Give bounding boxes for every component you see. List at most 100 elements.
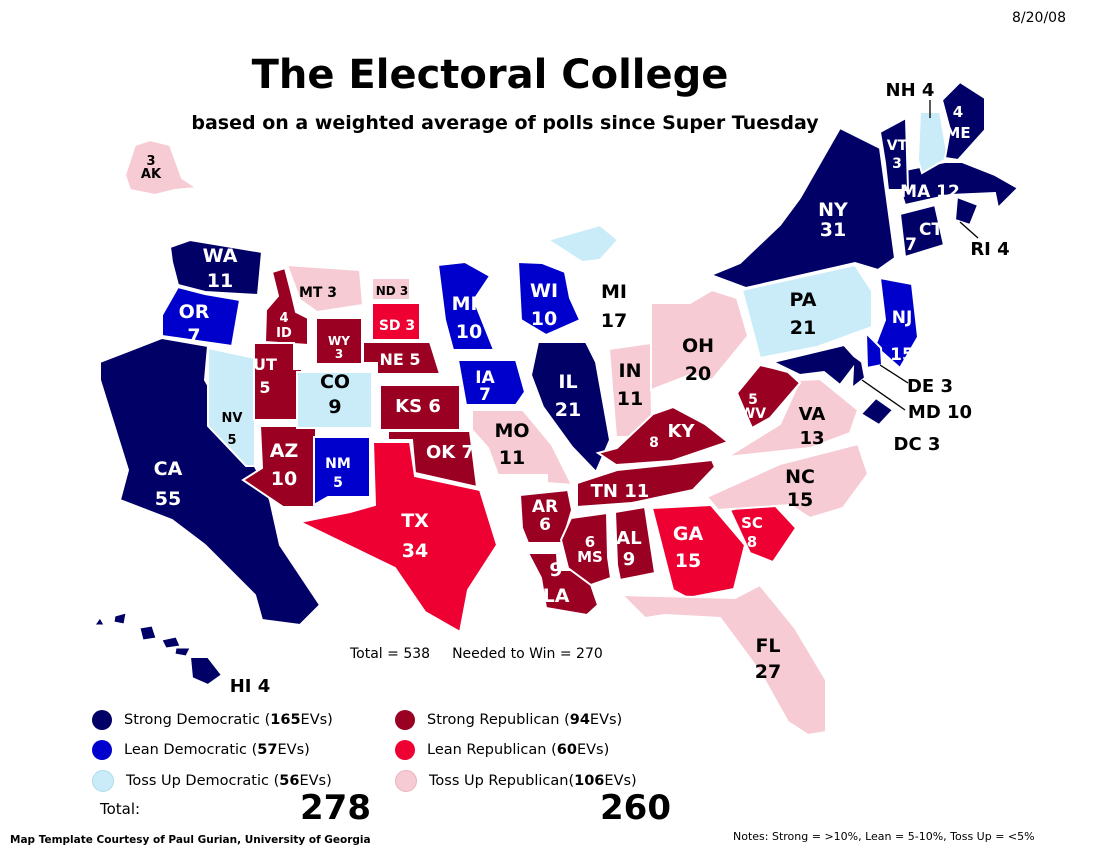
- state-shape-oh: [650, 288, 750, 392]
- state-shape-nv: [207, 346, 256, 467]
- legend-suffix: EVs): [589, 712, 623, 728]
- state-ev-ms: 6: [585, 533, 595, 551]
- state-label-oh: OH: [682, 335, 714, 357]
- state-label-az: AZ: [270, 440, 298, 462]
- state-id: [263, 266, 309, 347]
- state-pa: [740, 263, 873, 360]
- state-label-al: AL: [616, 528, 641, 549]
- state-label-id: ID: [276, 326, 292, 341]
- state-label-ny: NY: [818, 199, 848, 221]
- state-shape-mo: [471, 409, 574, 487]
- legend-swatch-icon: [92, 710, 112, 730]
- state-shape-nd: [371, 277, 411, 301]
- state-ev-wy: 3: [335, 347, 343, 361]
- state-shape-va: [726, 377, 860, 458]
- state-label-md: MD 10: [908, 402, 972, 423]
- legend-label: Toss Up Democratic (: [126, 773, 280, 789]
- state-wi: [516, 260, 582, 337]
- state-label-ca: CA: [154, 458, 183, 480]
- state-ia: [456, 359, 527, 406]
- state-ev-tx: 34: [402, 540, 428, 562]
- state-ct: [898, 203, 946, 259]
- state-ev-il: 21: [555, 399, 581, 421]
- hawaii-island: [139, 625, 157, 641]
- state-label-nd: ND 3: [376, 284, 409, 298]
- state-nd: [371, 277, 411, 301]
- hawaii-island: [113, 612, 127, 625]
- state-shape-sd: [371, 302, 421, 341]
- hawaii-island: [174, 647, 191, 657]
- state-ev-ar: 6: [539, 515, 551, 535]
- legend-suffix: EVs): [277, 742, 310, 758]
- state-ev-mn: 10: [456, 321, 482, 343]
- state-ev-me: 4: [953, 103, 963, 121]
- state-ev-fl: 27: [755, 661, 781, 683]
- notes: Notes: Strong = >10%, Lean = 5-10%, Toss…: [733, 830, 1035, 843]
- state-shape-hi: [188, 656, 224, 687]
- state-ev-ut: 5: [259, 378, 270, 397]
- state-ev-ak: 3: [146, 154, 155, 169]
- state-shape-id: [263, 266, 309, 347]
- state-shape-ga: [650, 503, 747, 600]
- state-shape-ma: [893, 161, 1020, 211]
- state-md: [770, 343, 867, 391]
- legend-item-lean-rep: Lean Republican (60 EVs): [395, 740, 609, 760]
- state-tn: [576, 458, 717, 509]
- state-shape-nj: [873, 276, 920, 370]
- state-label-fl: FL: [755, 635, 780, 657]
- map-subtitle: based on a weighted average of polls sin…: [191, 112, 819, 134]
- state-label-ks: KS 6: [395, 396, 441, 417]
- legend-swatch-icon: [92, 770, 114, 792]
- state-wa: [168, 238, 264, 297]
- legend-count: 165: [270, 712, 301, 728]
- state-shape-vt: [878, 116, 910, 191]
- state-label-me: ME: [945, 124, 970, 142]
- state-nc: [705, 442, 870, 520]
- state-shape-ia: [456, 359, 527, 406]
- state-label-nc: NC: [785, 466, 815, 488]
- state-ev-nj: 15: [890, 345, 914, 365]
- state-ev-la: 9: [549, 559, 562, 581]
- state-shape-wv: [735, 363, 802, 430]
- state-shape-il: [529, 341, 612, 474]
- state-label-sd: SD 3: [379, 318, 415, 334]
- state-oh: [650, 288, 750, 392]
- needed-to-win: Needed to Win = 270: [452, 646, 603, 662]
- state-label-la: LA: [543, 585, 570, 607]
- state-dc: [859, 396, 895, 427]
- state-nv: [207, 346, 256, 467]
- state-ms: [559, 511, 613, 587]
- hawaii-island: [161, 636, 181, 649]
- state-ne: [362, 341, 442, 375]
- state-ev-wi: 10: [531, 308, 557, 330]
- state-label-ut: UT: [253, 355, 277, 374]
- state-shape-me: [940, 80, 986, 162]
- state-label-ct: CT: [919, 220, 943, 240]
- state-ev-oh: 20: [685, 363, 711, 385]
- legend-item-strong-dem: Strong Democratic (165 EVs): [92, 710, 333, 730]
- state-il: [529, 341, 612, 474]
- legend-item-tossup-rep: Toss Up Republican(106 EVs): [395, 770, 637, 792]
- state-sd: [371, 302, 421, 341]
- state-label-vt: VT: [887, 138, 908, 154]
- legend-swatch-icon: [395, 770, 417, 792]
- state-shape-ky: [595, 405, 731, 467]
- legend-count: 57: [257, 742, 278, 758]
- state-label-ms: MS: [577, 548, 603, 566]
- state-ev-ia: 7: [479, 385, 491, 405]
- state-hi: [94, 612, 224, 687]
- state-va: [726, 377, 860, 458]
- state-shape-de: [864, 330, 884, 370]
- leader-line-ri: [959, 221, 979, 239]
- state-ev-ny: 31: [820, 219, 846, 241]
- state-ev-mi: 17: [601, 310, 627, 332]
- state-fl: [619, 583, 827, 737]
- state-shape-dc: [859, 396, 895, 427]
- state-label-wv: WV: [740, 406, 766, 422]
- legend-suffix: EVs): [576, 742, 610, 758]
- legend-count: 60: [556, 742, 577, 758]
- state-ky: [595, 405, 731, 467]
- state-nm: [313, 436, 371, 507]
- state-shape-ny: [708, 126, 897, 290]
- state-label-dc: DC 3: [894, 434, 941, 455]
